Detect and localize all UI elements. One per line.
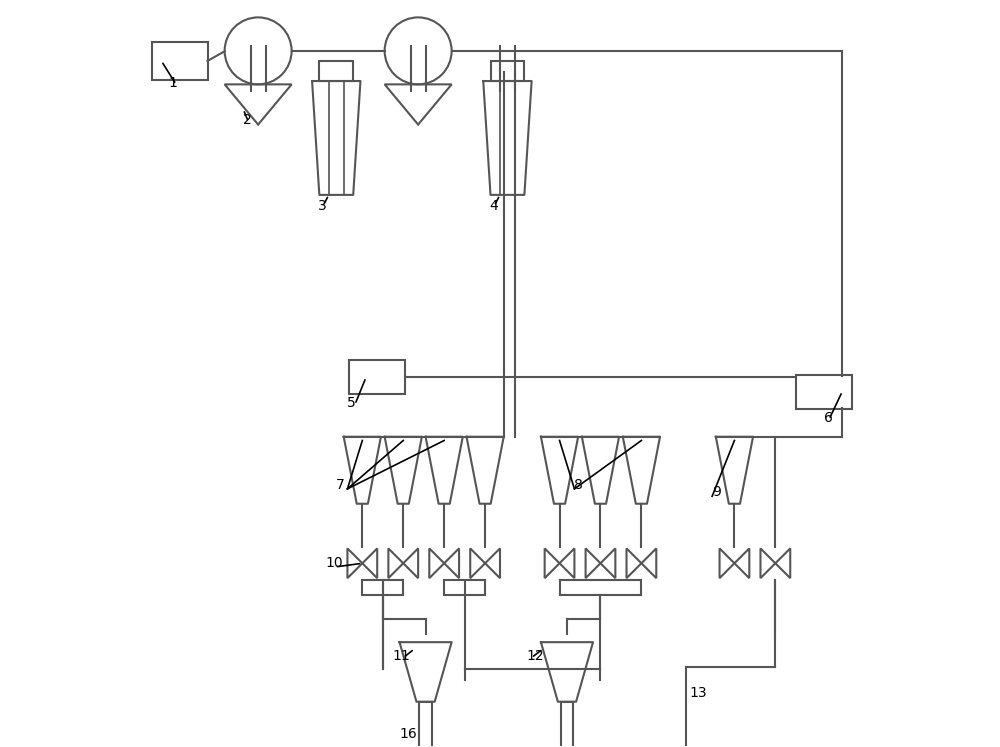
Text: 12: 12 [526, 649, 544, 663]
Text: 5: 5 [347, 396, 356, 410]
Bar [152, 43, 208, 79]
Text: 1: 1 [169, 76, 178, 90]
Bar [419, 701, 432, 747]
Text: 13: 13 [690, 686, 707, 700]
Bar [796, 375, 852, 409]
Text: 8: 8 [574, 478, 583, 492]
Text: 2: 2 [243, 114, 252, 127]
Text: 7: 7 [336, 478, 345, 492]
Text: 3: 3 [318, 199, 326, 213]
Bar [491, 61, 524, 81]
Text: 9: 9 [712, 486, 721, 499]
Bar [349, 361, 405, 394]
Bar [561, 701, 573, 747]
Text: 11: 11 [392, 649, 410, 663]
Bar [319, 61, 353, 81]
Text: 10: 10 [325, 556, 343, 570]
Text: 6: 6 [824, 411, 833, 425]
Text: 4: 4 [489, 199, 498, 213]
Text: 16: 16 [400, 727, 417, 741]
